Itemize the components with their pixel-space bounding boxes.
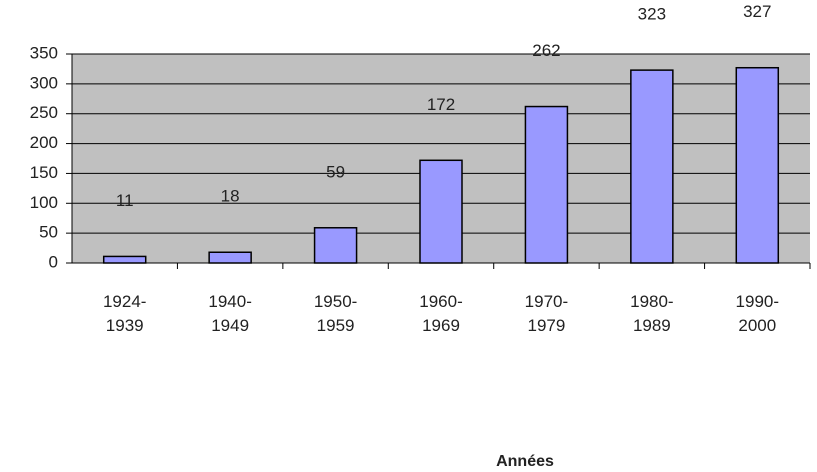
data-label: 262	[532, 41, 560, 60]
bar	[630, 69, 674, 264]
data-label: 18	[221, 187, 240, 206]
x-tick-label: 1970-1979	[525, 292, 568, 335]
y-tick-label: 200	[30, 133, 58, 152]
x-tick-label: 1924-1939	[103, 292, 146, 335]
y-tick-label: 0	[49, 252, 58, 271]
y-tick-label: 300	[30, 73, 58, 92]
x-tick-label: 1940-1949	[208, 292, 251, 335]
x-tick-label: 1980-1989	[630, 292, 673, 335]
x-axis-title: Années	[496, 453, 554, 470]
y-tick-label: 50	[39, 223, 58, 242]
bar	[313, 227, 358, 264]
data-label: 323	[638, 5, 666, 24]
data-label: 11	[116, 191, 134, 210]
data-label: 172	[427, 95, 455, 114]
bar	[419, 159, 463, 264]
bar	[102, 255, 147, 264]
y-tick-label: 150	[30, 163, 58, 182]
bar	[208, 251, 252, 264]
bar	[735, 66, 780, 264]
bar	[524, 105, 569, 264]
x-tick-label: 1960-1969	[419, 292, 462, 335]
y-tick-label: 350	[30, 43, 58, 62]
data-label: 327	[743, 2, 771, 21]
y-tick-label: 250	[30, 103, 58, 122]
x-tick-label: 1950-1959	[314, 292, 357, 335]
data-label: 59	[326, 162, 345, 181]
x-tick-label: 1990-2000	[736, 292, 779, 335]
y-tick-label: 100	[30, 193, 58, 212]
